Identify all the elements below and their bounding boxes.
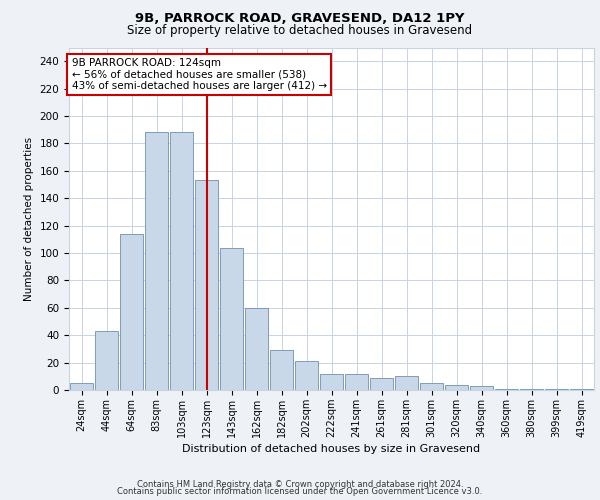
Bar xyxy=(95,331,118,390)
Bar xyxy=(570,388,593,390)
Y-axis label: Number of detached properties: Number of detached properties xyxy=(24,136,34,301)
Bar xyxy=(170,132,193,390)
Bar xyxy=(370,378,393,390)
Bar xyxy=(120,234,143,390)
Text: Contains HM Land Registry data © Crown copyright and database right 2024.: Contains HM Land Registry data © Crown c… xyxy=(137,480,463,489)
X-axis label: Distribution of detached houses by size in Gravesend: Distribution of detached houses by size … xyxy=(182,444,481,454)
Text: Size of property relative to detached houses in Gravesend: Size of property relative to detached ho… xyxy=(127,24,473,37)
Bar xyxy=(245,308,268,390)
Bar xyxy=(345,374,368,390)
Bar xyxy=(520,388,543,390)
Bar xyxy=(145,132,168,390)
Text: 9B, PARROCK ROAD, GRAVESEND, DA12 1PY: 9B, PARROCK ROAD, GRAVESEND, DA12 1PY xyxy=(135,12,465,26)
Bar xyxy=(470,386,493,390)
Bar xyxy=(320,374,343,390)
Bar xyxy=(195,180,218,390)
Bar xyxy=(295,361,318,390)
Bar xyxy=(220,248,243,390)
Bar xyxy=(445,384,468,390)
Bar xyxy=(70,383,93,390)
Text: 9B PARROCK ROAD: 124sqm
← 56% of detached houses are smaller (538)
43% of semi-d: 9B PARROCK ROAD: 124sqm ← 56% of detache… xyxy=(71,58,327,91)
Bar xyxy=(270,350,293,390)
Bar xyxy=(545,388,568,390)
Bar xyxy=(495,388,518,390)
Bar xyxy=(395,376,418,390)
Text: Contains public sector information licensed under the Open Government Licence v3: Contains public sector information licen… xyxy=(118,487,482,496)
Bar xyxy=(420,383,443,390)
